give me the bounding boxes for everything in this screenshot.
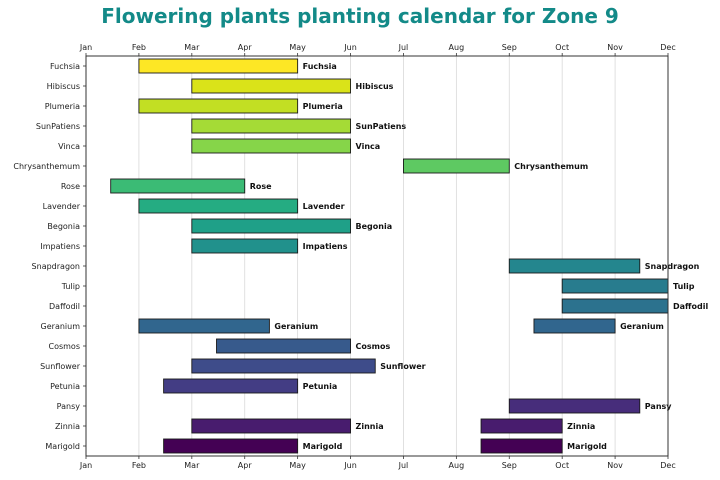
bar-daffodil [561, 298, 669, 314]
x-tick-label: Aug [449, 461, 465, 470]
y-tick-label: SunPatiens [36, 122, 80, 131]
bar-marigold [163, 438, 299, 454]
y-tick-label: Rose [61, 182, 80, 191]
bar-plumeria [138, 98, 299, 114]
bar-sunflower [191, 358, 376, 374]
bar-label: Geranium [620, 322, 664, 331]
y-tick-label: Sunflower [40, 362, 81, 371]
bar-label: Hibiscus [356, 82, 394, 91]
bar-sunpatiens [191, 118, 351, 134]
x-tick-label: Jun [343, 461, 357, 470]
y-tick-label: Hibiscus [47, 82, 80, 91]
x-tick-label: Jan [79, 461, 92, 470]
y-tick-label: Impatiens [40, 242, 80, 251]
bar-cosmos [216, 338, 351, 354]
bar-hibiscus [191, 78, 351, 94]
y-tick-label: Begonia [47, 222, 80, 231]
bar-label: Rose [250, 182, 272, 191]
grid-lines [85, 56, 669, 456]
x-tick-label-top: Jun [343, 43, 357, 52]
x-tick-label-top: Sep [502, 43, 517, 52]
x-tick-label-top: May [289, 43, 306, 52]
bar-chrysanthemum [403, 158, 510, 174]
chart-title: Flowering plants planting calendar for Z… [101, 4, 619, 28]
y-tick-label: Tulip [61, 282, 80, 291]
bar-geranium [533, 318, 616, 334]
y-tick-label: Geranium [41, 322, 81, 331]
x-tick-label-top: Apr [238, 43, 253, 52]
y-tick-label: Lavender [43, 202, 81, 211]
y-tick-label: Chrysanthemum [13, 162, 80, 171]
bar-label: Chrysanthemum [514, 162, 588, 171]
x-tick-label: Oct [555, 461, 569, 470]
x-tick-label-top: Nov [607, 43, 623, 52]
bar-label: Lavender [303, 202, 345, 211]
y-tick-label: Daffodil [49, 302, 80, 311]
bar-vinca [191, 138, 351, 154]
bar-label: Geranium [274, 322, 318, 331]
bar-label: Vinca [356, 142, 381, 151]
bar-label: Fuchsia [303, 62, 337, 71]
y-tick-label: Marigold [45, 442, 80, 451]
bar-petunia [163, 378, 299, 394]
y-tick-label: Fuchsia [50, 62, 80, 71]
bar-snapdragon [508, 258, 641, 274]
bar-label: Marigold [303, 442, 343, 451]
y-tick-label: Cosmos [48, 342, 80, 351]
x-tick-label-top: Oct [555, 43, 569, 52]
y-tick-label: Vinca [58, 142, 80, 151]
x-tick-label: Nov [607, 461, 623, 470]
bar-lavender [138, 198, 299, 214]
bar-label: Zinnia [567, 422, 595, 431]
x-tick-label: May [289, 461, 306, 470]
bar-label: SunPatiens [356, 122, 407, 131]
bar-label: Petunia [303, 382, 338, 391]
y-tick-label: Zinnia [55, 422, 80, 431]
bar-rose [110, 178, 246, 194]
plot-frame [85, 55, 669, 457]
y-tick-label: Petunia [50, 382, 80, 391]
bar-zinnia [480, 418, 563, 434]
y-tick-label: Snapdragon [32, 262, 80, 271]
x-tick-label: Jul [398, 461, 409, 470]
x-tick-label-top: Aug [449, 43, 465, 52]
bar-pansy [508, 398, 641, 414]
bar-fuchsia [138, 58, 299, 74]
y-tick-label: Pansy [57, 402, 81, 411]
x-tick-label-top: Mar [184, 43, 200, 52]
bars: Fuchsia Hibiscus Plumeria SunPatiens Vinca Ch… [110, 58, 708, 454]
bar-label: Cosmos [356, 342, 391, 351]
bar-tulip [561, 278, 669, 294]
x-tick-label-top: Jan [79, 43, 92, 52]
bar-label: Snapdragon [645, 262, 700, 271]
bar-marigold [480, 438, 563, 454]
ticks: Jan Jan Feb Feb Mar Mar Apr Apr May May Jun Jun Jul J… [13, 43, 675, 470]
bar-label: Zinnia [356, 422, 384, 431]
x-tick-label: Sep [502, 461, 517, 470]
x-tick-label-top: Feb [132, 43, 146, 52]
bar-label: Daffodil [673, 302, 708, 311]
bar-begonia [191, 218, 351, 234]
bar-label: Pansy [645, 402, 673, 411]
x-tick-label-top: Dec [660, 43, 675, 52]
bar-label: Sunflower [380, 362, 425, 371]
y-tick-label: Plumeria [45, 102, 80, 111]
bar-zinnia [191, 418, 351, 434]
x-tick-label-top: Jul [398, 43, 409, 52]
bar-label: Begonia [356, 222, 393, 231]
x-tick-label: Apr [238, 461, 253, 470]
x-tick-label: Mar [184, 461, 200, 470]
bar-impatiens [191, 238, 299, 254]
x-tick-label: Dec [660, 461, 675, 470]
bar-label: Tulip [673, 282, 695, 291]
x-tick-label: Feb [132, 461, 146, 470]
bar-label: Marigold [567, 442, 607, 451]
bar-label: Plumeria [303, 102, 343, 111]
bar-geranium [138, 318, 270, 334]
bar-label: Impatiens [303, 242, 348, 251]
